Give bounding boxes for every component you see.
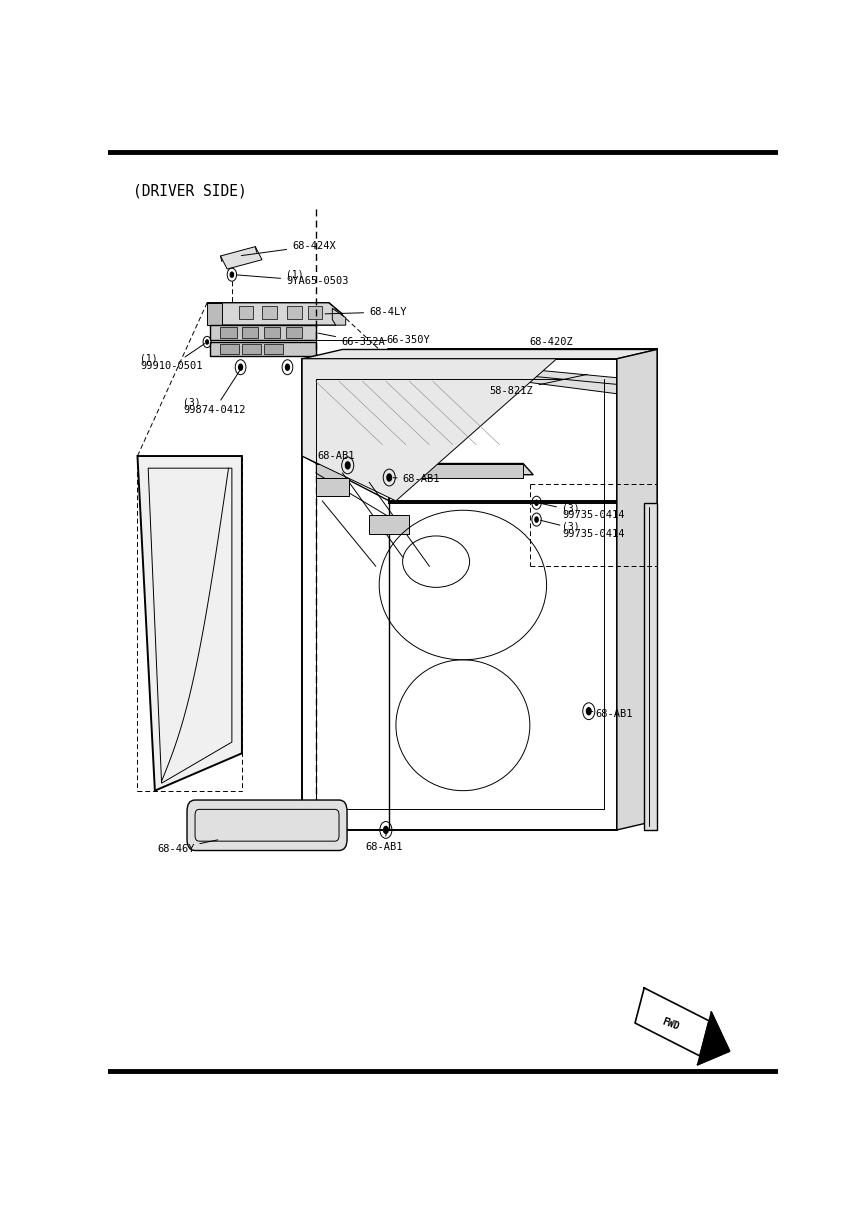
Text: 68-AB1: 68-AB1	[317, 452, 354, 465]
Text: 68-AB1: 68-AB1	[590, 709, 633, 719]
Polygon shape	[262, 306, 276, 318]
Text: (3): (3)	[562, 504, 580, 514]
Text: 9YA65-0503: 9YA65-0503	[237, 274, 348, 287]
Polygon shape	[220, 327, 237, 339]
Polygon shape	[137, 456, 242, 790]
Polygon shape	[242, 344, 261, 354]
Text: (1): (1)	[140, 353, 158, 364]
Polygon shape	[644, 503, 657, 830]
Text: (3): (3)	[562, 521, 580, 532]
Circle shape	[238, 363, 244, 371]
Polygon shape	[397, 357, 654, 398]
Polygon shape	[264, 344, 283, 354]
Polygon shape	[207, 302, 222, 325]
Circle shape	[285, 363, 290, 371]
Text: 58-821Z: 58-821Z	[490, 374, 588, 396]
Polygon shape	[333, 308, 346, 325]
Text: 68-46Y: 68-46Y	[157, 840, 218, 853]
Text: (1): (1)	[286, 270, 304, 279]
Circle shape	[586, 707, 592, 715]
Text: 68-424X: 68-424X	[241, 240, 336, 256]
Polygon shape	[286, 327, 302, 339]
Polygon shape	[220, 344, 239, 354]
Text: (3): (3)	[183, 398, 200, 408]
Polygon shape	[635, 988, 709, 1056]
Polygon shape	[242, 327, 258, 339]
Text: 68-4LY: 68-4LY	[325, 307, 407, 317]
Polygon shape	[220, 246, 262, 270]
Circle shape	[534, 516, 539, 523]
Polygon shape	[211, 325, 315, 340]
Circle shape	[383, 826, 389, 834]
FancyBboxPatch shape	[187, 800, 347, 851]
Text: 66-352A: 66-352A	[318, 333, 384, 347]
Text: 99874-0412: 99874-0412	[183, 369, 245, 415]
Text: 68-AB1: 68-AB1	[393, 475, 440, 484]
Text: FWD: FWD	[660, 1016, 681, 1032]
Circle shape	[345, 461, 351, 470]
Text: 99910-0501: 99910-0501	[140, 344, 205, 371]
Text: 99735-0414: 99735-0414	[541, 521, 625, 539]
Polygon shape	[308, 306, 322, 318]
Polygon shape	[315, 464, 524, 477]
Text: 66-350Y: 66-350Y	[386, 335, 430, 345]
Polygon shape	[288, 306, 302, 318]
Polygon shape	[697, 1012, 729, 1065]
Text: 68-420Z: 68-420Z	[530, 337, 574, 347]
Text: 68-AB1: 68-AB1	[365, 833, 403, 852]
Circle shape	[534, 499, 539, 506]
Polygon shape	[238, 306, 253, 318]
Polygon shape	[302, 359, 556, 501]
Polygon shape	[302, 350, 657, 359]
Text: 99735-0414: 99735-0414	[541, 504, 625, 520]
Circle shape	[230, 272, 234, 278]
Text: (DRIVER SIDE): (DRIVER SIDE)	[133, 183, 247, 198]
Polygon shape	[617, 350, 657, 830]
Circle shape	[205, 339, 209, 345]
Polygon shape	[211, 342, 315, 356]
Polygon shape	[315, 477, 349, 497]
Polygon shape	[315, 464, 533, 475]
Polygon shape	[369, 515, 410, 534]
Polygon shape	[207, 302, 342, 325]
Polygon shape	[264, 327, 280, 339]
Circle shape	[386, 473, 392, 482]
